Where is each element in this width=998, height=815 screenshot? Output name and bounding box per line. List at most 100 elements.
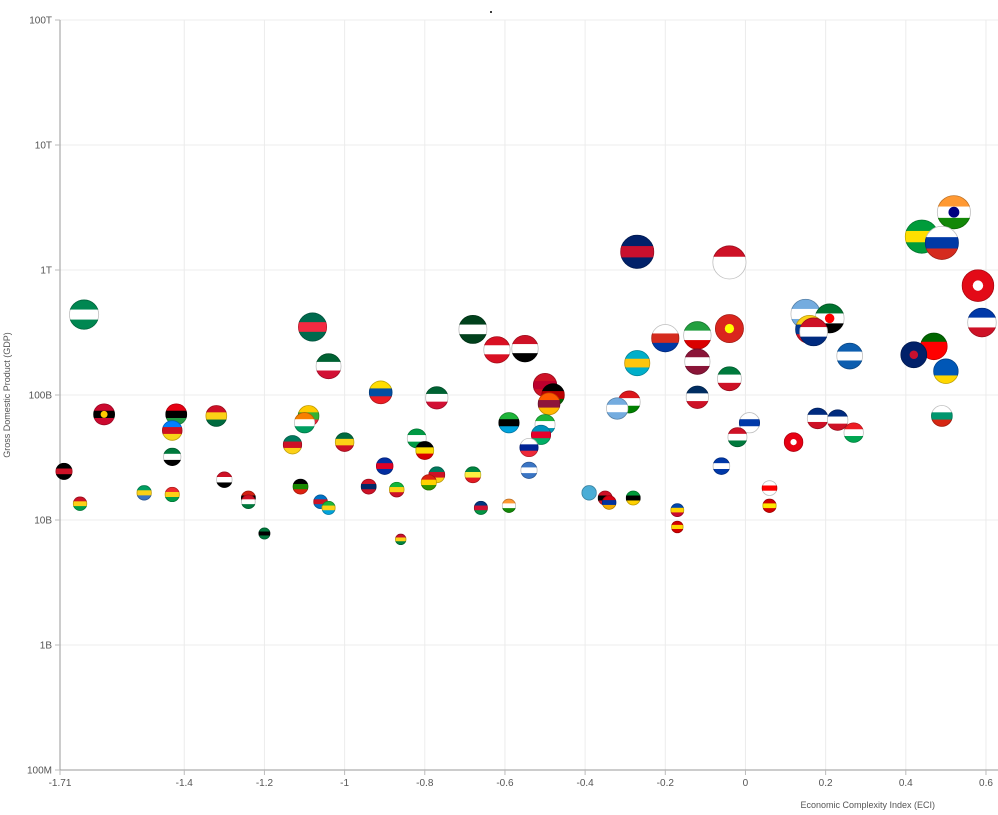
country-bubble[interactable] <box>714 314 744 344</box>
country-bubble[interactable] <box>511 334 539 363</box>
flag-stripe <box>241 499 256 505</box>
country-bubble[interactable] <box>72 496 88 512</box>
country-bubble[interactable] <box>395 533 407 546</box>
country-bubble[interactable] <box>727 427 748 448</box>
flag-stripe <box>651 342 680 353</box>
country-bubble[interactable] <box>625 490 641 506</box>
country-bubble[interactable] <box>93 403 115 426</box>
country-bubble[interactable] <box>685 385 709 410</box>
country-bubble[interactable] <box>501 498 517 514</box>
flag-stripe <box>313 499 328 505</box>
country-bubble[interactable] <box>827 409 849 431</box>
country-bubble[interactable] <box>368 380 393 405</box>
country-bubble[interactable] <box>712 245 747 280</box>
country-bubble[interactable] <box>933 358 959 385</box>
country-bubble[interactable] <box>498 412 520 434</box>
country-bubble[interactable] <box>931 405 953 427</box>
country-bubble[interactable] <box>606 397 629 420</box>
flag-stripe <box>334 438 355 446</box>
country-bubble[interactable] <box>55 462 73 481</box>
country-bubble[interactable] <box>428 466 446 484</box>
country-bubble[interactable] <box>164 486 180 503</box>
country-bubble[interactable] <box>519 438 539 458</box>
country-bubble[interactable] <box>961 269 995 302</box>
country-bubble[interactable] <box>282 435 303 455</box>
country-bubble[interactable] <box>924 225 959 261</box>
country-bubble[interactable] <box>920 332 948 361</box>
flag-stripe <box>519 450 539 458</box>
country-bubble[interactable] <box>473 500 488 516</box>
flag-stripe <box>790 298 821 310</box>
country-bubble[interactable] <box>814 303 845 334</box>
country-bubble[interactable] <box>762 498 777 514</box>
bubble-outline <box>961 269 995 302</box>
country-bubble[interactable] <box>321 500 336 516</box>
country-bubble[interactable] <box>843 422 864 443</box>
country-bubble[interactable] <box>420 474 437 491</box>
country-bubble[interactable] <box>904 219 939 255</box>
country-bubble[interactable] <box>375 457 394 475</box>
country-bubble[interactable] <box>216 471 233 489</box>
country-bubble[interactable] <box>620 234 655 270</box>
country-bubble[interactable] <box>900 341 928 369</box>
country-bubble[interactable] <box>530 424 552 446</box>
bubble-outline <box>241 494 256 509</box>
flag-stripe <box>685 401 709 409</box>
country-bubble[interactable] <box>761 480 778 496</box>
country-bubble[interactable] <box>458 314 488 344</box>
country-bubble[interactable] <box>806 407 829 430</box>
country-bubble[interactable] <box>601 495 617 510</box>
country-bubble[interactable] <box>292 478 309 495</box>
country-bubble[interactable] <box>136 485 152 501</box>
flag-stripe <box>483 336 511 346</box>
country-bubble[interactable] <box>163 447 182 467</box>
country-bubble[interactable] <box>360 478 377 495</box>
country-bubble[interactable] <box>298 312 328 342</box>
country-bubble[interactable] <box>293 412 316 434</box>
country-bubble[interactable] <box>712 457 731 475</box>
country-bubble[interactable] <box>624 350 651 377</box>
country-bubble[interactable] <box>717 366 742 392</box>
flag-stripe <box>836 342 864 353</box>
country-bubble[interactable] <box>537 392 561 416</box>
flag-stripe <box>624 350 651 360</box>
country-bubble[interactable] <box>258 527 271 540</box>
country-bubble[interactable] <box>936 195 971 230</box>
country-bubble[interactable] <box>334 432 355 452</box>
bubble-outline <box>282 435 303 455</box>
flag-stripe <box>617 398 641 407</box>
country-bubble[interactable] <box>684 348 711 376</box>
country-bubble[interactable] <box>671 520 684 534</box>
country-bubble[interactable] <box>313 494 328 509</box>
country-bubble[interactable] <box>738 412 761 434</box>
country-bubble[interactable] <box>406 428 427 449</box>
country-bubble[interactable] <box>483 336 511 364</box>
country-bubble[interactable] <box>836 342 864 370</box>
country-bubble[interactable] <box>69 299 100 331</box>
country-bubble[interactable] <box>415 441 435 460</box>
country-bubble[interactable] <box>464 466 482 484</box>
country-bubble[interactable] <box>617 390 641 414</box>
country-bubble[interactable] <box>205 405 228 427</box>
flag-stripe <box>936 195 971 208</box>
flag-stripe <box>738 419 761 427</box>
country-bubble[interactable] <box>425 386 449 410</box>
country-bubble[interactable] <box>388 481 405 498</box>
flag-stripe <box>931 412 953 421</box>
country-bubble[interactable] <box>651 324 680 353</box>
country-bubble[interactable] <box>683 321 712 350</box>
flag-stripe <box>530 431 552 439</box>
country-bubble[interactable] <box>520 461 538 480</box>
country-bubble[interactable] <box>241 494 256 509</box>
flag-stripe <box>961 291 995 302</box>
flag-stripe <box>511 344 539 354</box>
country-bubble[interactable] <box>799 317 828 347</box>
country-bubble[interactable] <box>581 485 597 501</box>
country-bubble[interactable] <box>967 307 997 338</box>
country-bubble[interactable] <box>670 503 685 518</box>
bubble-outline <box>425 386 449 410</box>
flag-stripe <box>931 405 953 413</box>
country-bubble[interactable] <box>315 353 342 380</box>
country-bubble[interactable] <box>783 432 804 452</box>
country-bubble[interactable] <box>162 420 183 441</box>
